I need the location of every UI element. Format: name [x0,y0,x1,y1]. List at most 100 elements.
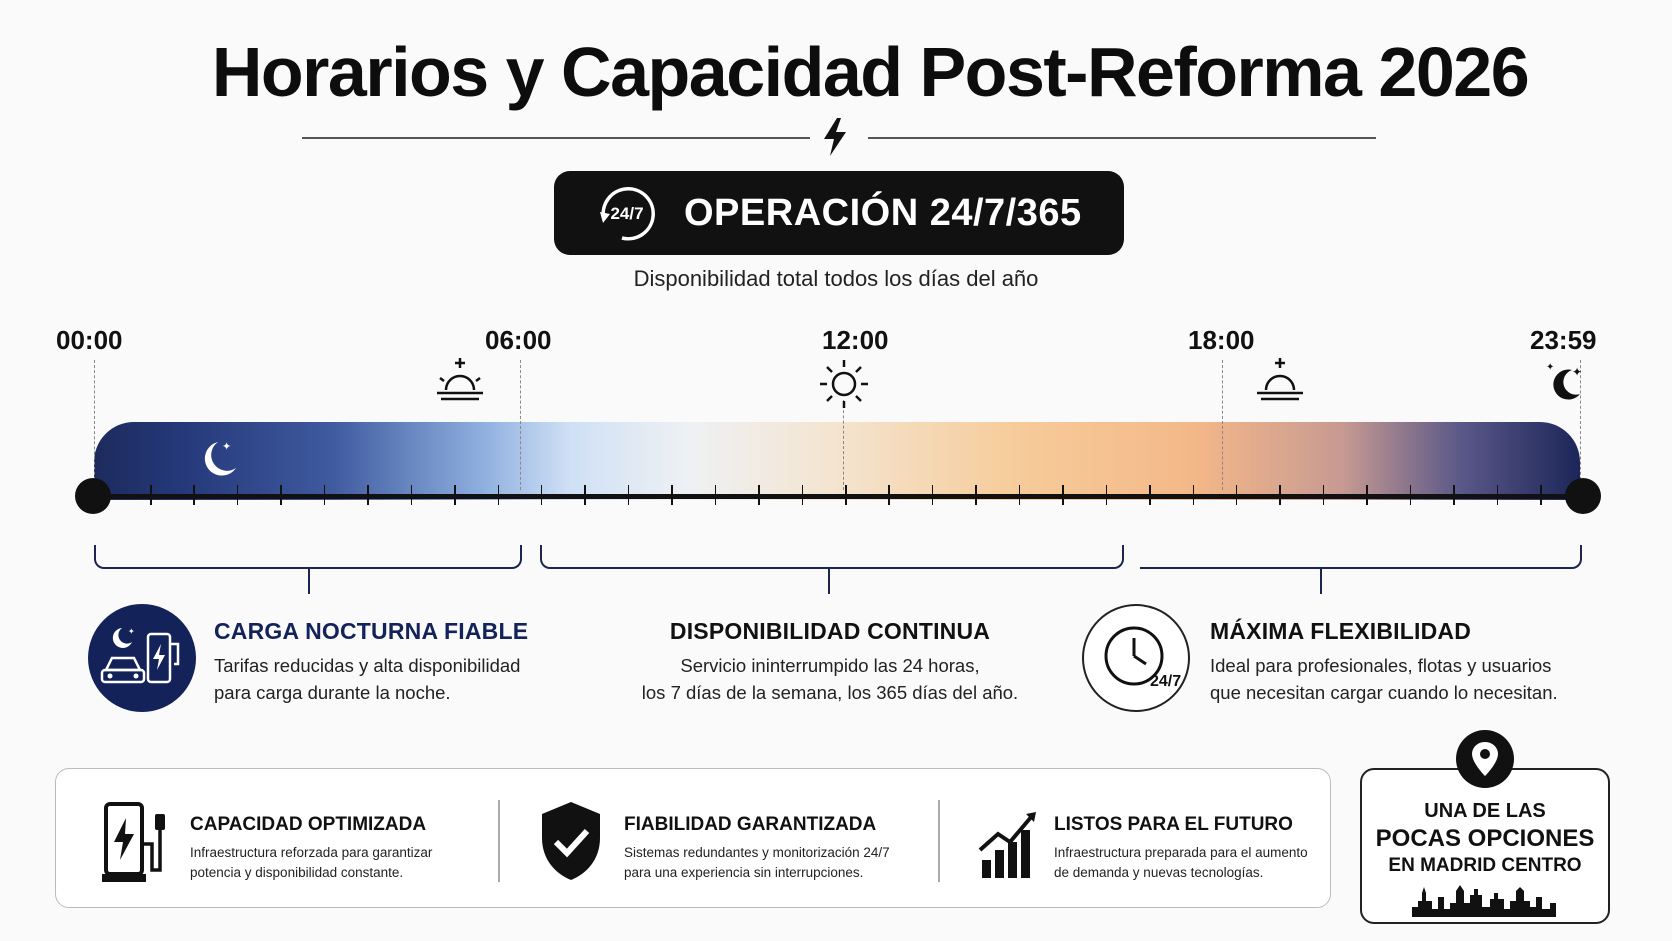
timeline-tick [1322,485,1325,505]
timeline-axis [94,494,1580,499]
timeline-tick [801,485,804,505]
timeline-tick [236,485,239,505]
timeline-tick [540,485,543,505]
clock-24-7-icon: 24/7 [1082,604,1190,712]
day-cycle-band [94,422,1580,500]
feature-title-continuous: DISPONIBILIDAD CONTINUA [669,618,991,644]
feature-text-continuous-line2: los 7 días de la semana, los 365 días de… [641,682,1019,703]
bracket-stem-night [308,568,310,594]
timeline-tick [323,485,326,505]
cycle-icon-label: 24/7 [610,204,643,223]
timeline-tick [845,485,847,505]
time-label-0000: 00:00 [56,325,123,355]
guide-line-0000 [94,360,95,490]
timeline-tick [454,485,456,505]
benefit-title-capacity: CAPACIDAD OPTIMIZADA [190,814,427,835]
sunset-icon [1257,358,1303,401]
benefit-text-capacity: Infraestructura reforzada para garantiza… [190,843,432,883]
divider-right [868,137,1376,139]
madrid-card: UNA DE LAS POCAS OPCIONES EN MADRID CENT… [1360,768,1610,924]
benefit-text-reliability-line1: Sistemas redundantes y monitorización 24… [624,845,890,860]
benefit-text-reliability: Sistemas redundantes y monitorización 24… [624,843,890,883]
guide-line-1800 [1222,360,1223,490]
timeline-tick [1496,485,1499,505]
benefit-text-future: Infraestructura preparada para el aument… [1054,843,1308,883]
timeline-tick [931,485,934,505]
feature-title-flex: MÁXIMA FLEXIBILIDAD [1210,618,1472,644]
bracket-stem-day [828,568,830,594]
timeline-tick [497,485,499,505]
bracket-stem-evening [1320,568,1322,594]
timeline-tick [584,485,586,505]
timeline-tick [714,485,717,505]
night-charging-icon: ✦ [88,604,196,712]
timeline-tick [193,485,195,505]
guide-line-2359 [1580,360,1581,490]
benefit-title-future: LISTOS PARA EL FUTURO [1054,814,1293,835]
benefits-divider-1 [498,800,500,882]
timeline-tick [410,485,413,505]
benefit-title-reliability: FIABILIDAD GARANTIZADA [624,814,877,835]
timeline-start-dot [75,478,111,514]
time-label-0600: 06:00 [485,325,552,355]
timeline-tick [1018,485,1021,505]
feature-text-night-line2: para carga durante la noche. [214,682,451,703]
feature-text-flex: Ideal para profesionales, flotas y usuar… [1210,652,1558,706]
madrid-line1: UNA DE LAS [1424,800,1546,822]
feature-text-night-line1: Tarifas reducidas y alta disponibilidad [214,655,521,676]
benefit-text-capacity-line1: Infraestructura reforzada para garantiza… [190,845,433,860]
moon-band-icon: ✦ [204,440,236,476]
timeline-end-dot [1565,478,1601,514]
moon-stars-icon: ✦ ✦ [1546,362,1582,400]
timeline-tick [975,485,977,505]
timeline-tick [280,485,282,505]
timeline-tick [367,485,369,505]
location-pin-icon [1456,730,1514,788]
lightning-bolt-icon [824,118,846,156]
timeline-tick [888,485,890,505]
feature-text-continuous-line1: Servicio ininterrumpido las 24 horas, [680,655,980,676]
timeline-tick [1149,485,1151,505]
benefit-text-capacity-line2: potencia y disponibilidad constante. [190,865,404,880]
timeline-tick [150,485,152,505]
feature-title-night: CARGA NOCTURNA FIABLE [214,618,529,644]
sunrise-icon [437,358,483,401]
time-label-1800: 18:00 [1188,325,1255,355]
madrid-skyline-icon [1412,885,1556,917]
timeline-tick [1409,485,1412,505]
madrid-line2: POCAS OPCIONES [1375,825,1595,852]
timeline-tick [1192,485,1194,505]
timeline-tick [1235,485,1238,505]
page-title: Horarios y Capacidad Post-Reforma 2026 [211,33,1530,111]
timeline-tick [1062,485,1064,505]
timeline-tick [1105,485,1108,505]
timeline-tick [627,485,630,505]
benefit-text-future-line2: de demanda y nuevas tecnologías. [1054,865,1264,880]
bracket-day [540,545,1124,569]
time-label-2359: 23:59 [1530,325,1597,355]
availability-subtitle: Disponibilidad total todos los días del … [633,266,1039,291]
bracket-night [94,545,522,569]
shield-check-icon [542,802,600,880]
timeline-tick [758,485,760,505]
time-label-1200: 12:00 [822,325,889,355]
benefit-text-future-line1: Infraestructura preparada para el aument… [1054,845,1308,860]
feature-text-continuous: Servicio ininterrumpido las 24 horas, lo… [540,652,1120,706]
madrid-line3: EN MADRID CENTRO [1388,855,1582,876]
guide-line-1200 [843,400,844,490]
benefits-divider-2 [938,800,940,882]
timeline-tick [1540,485,1542,505]
charging-station-icon [102,802,165,882]
timeline-tick [1366,485,1368,505]
feature-text-flex-line2: que necesitan cargar cuando lo necesitan… [1210,682,1558,703]
feature-text-night: Tarifas reducidas y alta disponibilidad … [214,652,520,706]
operation-badge-label: OPERACIÓN 24/7/365 [684,191,1082,234]
feature-text-flex-line1: Ideal para profesionales, flotas y usuar… [1210,655,1552,676]
svg-text:✦: ✦ [1572,365,1582,379]
divider-left [302,137,810,139]
operation-badge: 24/7 OPERACIÓN 24/7/365 [554,171,1124,255]
cycle-24-7-icon: 24/7 [600,187,655,241]
svg-text:✦: ✦ [1546,362,1554,373]
growth-chart-icon [978,812,1036,878]
timeline-tick [671,485,673,505]
